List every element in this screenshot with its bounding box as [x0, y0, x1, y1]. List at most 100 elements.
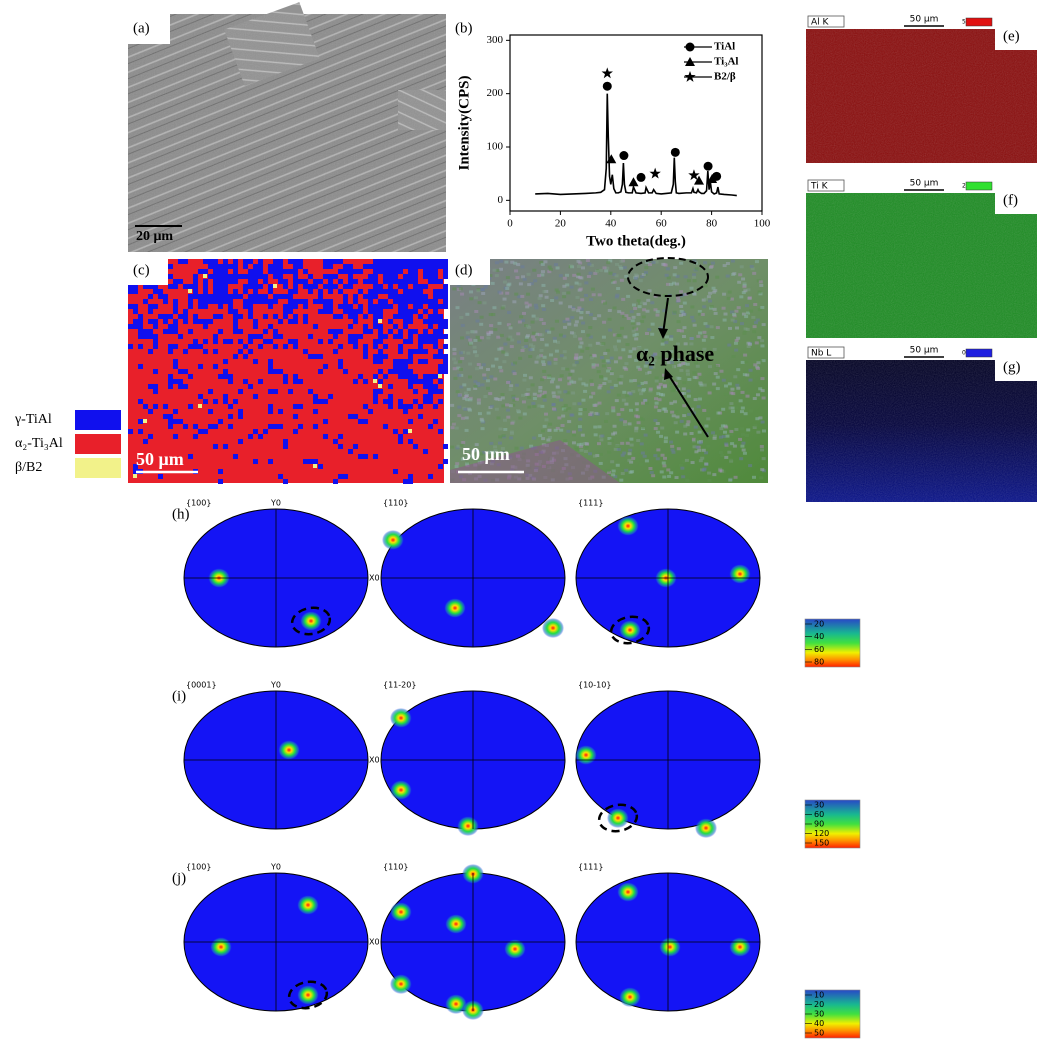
phase-pixel [328, 329, 333, 334]
phase-pixel [428, 474, 433, 479]
phase-pixel [413, 274, 418, 279]
phase-pixel [173, 279, 178, 284]
ipf-pixel [637, 346, 642, 350]
ipf-pixel [567, 382, 572, 386]
phase-pixel [203, 274, 207, 278]
ipf-pixel [661, 461, 666, 465]
ipf-pixel [503, 342, 508, 346]
ipf-pixel [639, 442, 644, 446]
ipf-pixel [727, 343, 732, 347]
phase-pixel [303, 284, 308, 289]
phase-pixel [173, 319, 178, 324]
ipf-pixel [741, 441, 746, 445]
ipf-pixel [539, 349, 544, 353]
ipf-pixel [624, 362, 629, 366]
ipf-pixel [614, 262, 619, 266]
phase-pixel [213, 264, 218, 269]
ipf-pixel [689, 286, 694, 290]
phase-pixel [403, 359, 408, 364]
ipf-pixel [684, 292, 689, 296]
ipf-pixel [541, 283, 546, 287]
phase-pixel [353, 299, 358, 304]
ipf-pixel [489, 441, 494, 445]
ipf-pixel [608, 259, 613, 263]
ipf-pixel [683, 432, 688, 436]
phase-pixel [398, 299, 403, 304]
ipf-pixel [629, 437, 634, 441]
ipf-pixel [749, 309, 754, 313]
phase-pixel [423, 449, 428, 454]
ipf-pixel [509, 345, 514, 349]
phase-pixel [128, 289, 133, 294]
ipf-pixel [547, 270, 552, 274]
phase-pixel [363, 404, 368, 409]
ipf-pixel [629, 379, 634, 383]
ipf-pixel [695, 364, 700, 368]
phase-pixel [273, 284, 277, 288]
phase-pixel [323, 309, 328, 314]
phase-pixel [408, 334, 413, 339]
phase-pixel [168, 374, 173, 379]
ipf-pixel [598, 461, 603, 465]
phase-pixel [218, 284, 223, 289]
ipf-pixel [743, 328, 748, 332]
ipf-pixel [641, 315, 646, 319]
ipf-pixel [558, 333, 563, 337]
ipf-pixel [746, 288, 751, 292]
ipf-pixel [571, 441, 576, 445]
ipf-pixel [600, 434, 605, 438]
ipf-pixel [461, 350, 466, 354]
phase-pixel [373, 284, 378, 289]
phase-pixel [128, 429, 133, 434]
phase-pixel [433, 274, 438, 279]
phase-pixel [248, 434, 253, 439]
phase-pixel [348, 304, 353, 309]
ipf-pixel [588, 335, 593, 339]
phase-pixel [173, 309, 178, 314]
phase-pixel [333, 334, 338, 339]
ipf-pixel [578, 287, 583, 291]
ipf-pixel [698, 331, 703, 335]
ipf-pixel [747, 296, 752, 300]
ipf-pixel [586, 274, 591, 278]
phase-pixel [378, 259, 383, 264]
ipf-pixel [486, 332, 491, 336]
phase-pixel [278, 409, 283, 414]
ipf-pixel [697, 448, 702, 452]
phase-pixel [428, 384, 433, 389]
ipf-pixel [626, 316, 631, 320]
phase-pixel [253, 294, 258, 299]
phase-pixel [193, 434, 198, 439]
legend-label: γ-TiAl [14, 412, 52, 427]
ipf-pixel [597, 386, 602, 390]
ipf-pixel [719, 427, 724, 431]
phase-pixel [388, 259, 393, 264]
phase-pixel [388, 269, 393, 274]
phase-pixel [373, 314, 378, 319]
ipf-pixel [679, 261, 684, 265]
ipf-pixel [573, 446, 578, 450]
phase-pixel [223, 259, 228, 264]
phase-pixel [213, 424, 218, 429]
phase-pixel [193, 319, 198, 324]
phase-pixel [263, 294, 268, 299]
ipf-pixel [715, 326, 720, 330]
ipf-pixel [744, 360, 749, 364]
ipf-pixel [495, 269, 500, 273]
phase-pixel [203, 259, 208, 264]
ipf-pixel [663, 409, 668, 413]
ipf-pixel [703, 284, 708, 288]
ipf-pixel [500, 393, 505, 397]
ipf-pixel [580, 349, 585, 353]
phase-pixel [373, 379, 377, 383]
ipf-pixel [741, 291, 746, 295]
phase-pixel [318, 279, 323, 284]
phase-pixel [408, 319, 413, 324]
y-tick-label: 100 [487, 141, 504, 153]
ipf-pixel [613, 360, 618, 364]
ipf-pixel [560, 424, 565, 428]
phase-pixel [293, 414, 298, 419]
ipf-pixel [761, 359, 766, 363]
ipf-pixel [614, 274, 619, 278]
phase-pixel [153, 319, 158, 324]
